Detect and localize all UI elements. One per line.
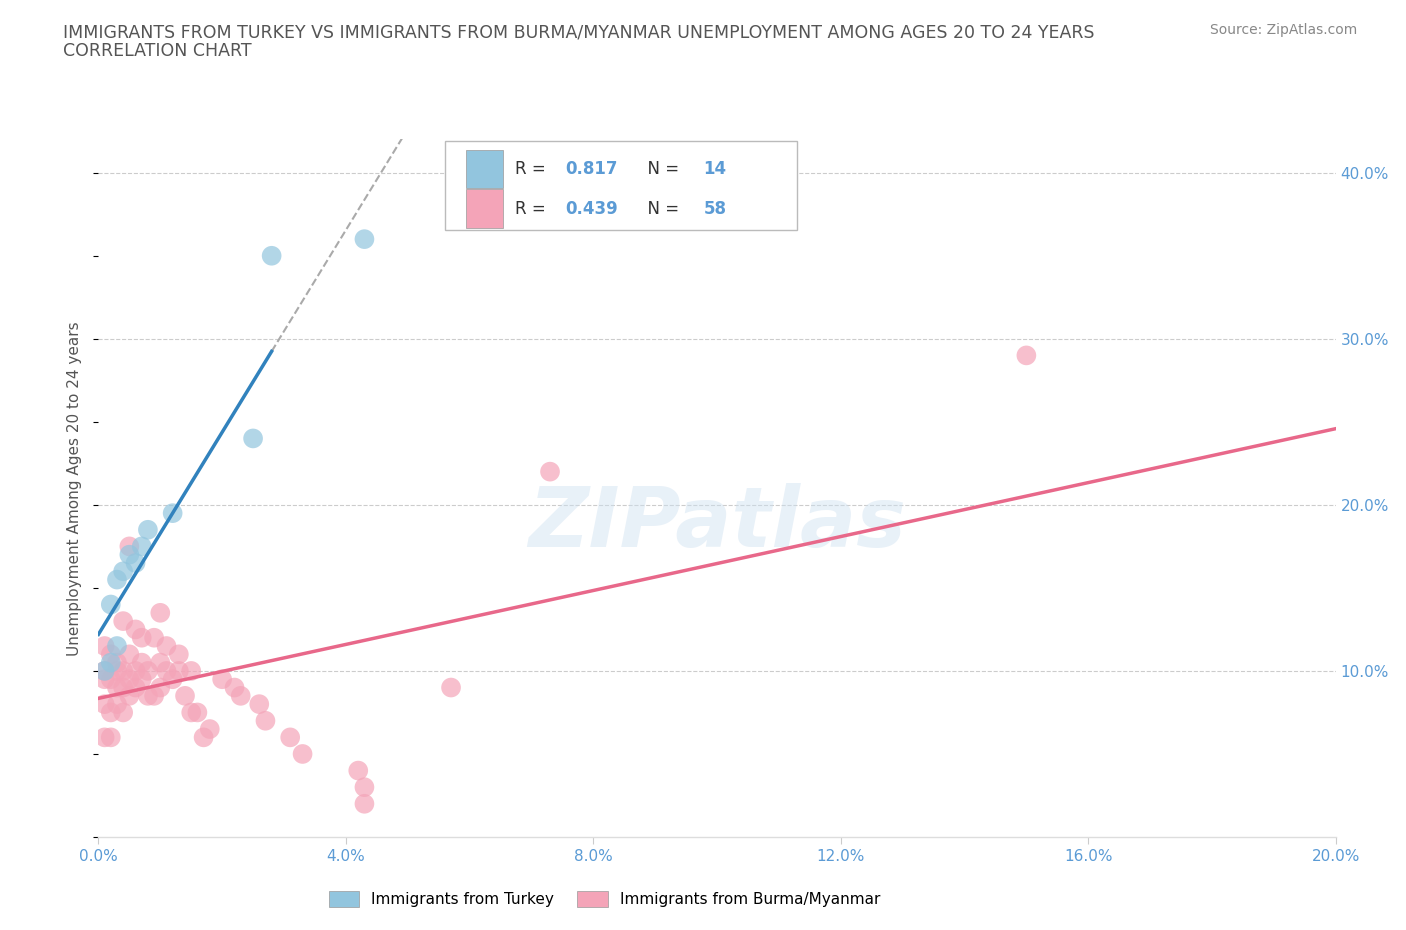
Point — [100, 656, 122, 671]
Point — [118, 547, 141, 562]
Point — [100, 671, 122, 686]
Text: 0.817: 0.817 — [565, 160, 617, 178]
Point — [353, 779, 375, 794]
Point — [131, 631, 153, 645]
Point — [162, 671, 184, 686]
Point — [149, 656, 172, 671]
Point — [105, 656, 128, 671]
Text: R =: R = — [516, 160, 551, 178]
Point — [105, 680, 128, 695]
Point — [105, 639, 128, 654]
Point — [136, 523, 159, 538]
Point — [118, 647, 141, 662]
Point — [247, 697, 270, 711]
Point — [353, 232, 375, 246]
Point — [100, 647, 122, 662]
Point — [167, 647, 190, 662]
Point — [105, 572, 128, 587]
Point — [347, 764, 370, 778]
Point — [112, 564, 135, 578]
Point — [155, 639, 177, 654]
Point — [1015, 348, 1038, 363]
Point — [224, 680, 246, 695]
Point — [93, 730, 115, 745]
Text: Source: ZipAtlas.com: Source: ZipAtlas.com — [1209, 23, 1357, 37]
Point — [260, 248, 283, 263]
Text: ZIPatlas: ZIPatlas — [529, 483, 905, 564]
Point — [131, 656, 153, 671]
Point — [112, 663, 135, 678]
Point — [105, 697, 128, 711]
Point — [149, 605, 172, 620]
Point — [291, 747, 314, 762]
Point — [131, 539, 153, 554]
Point — [538, 464, 561, 479]
Text: CORRELATION CHART: CORRELATION CHART — [63, 42, 252, 60]
Point — [105, 663, 128, 678]
Point — [136, 663, 159, 678]
Point — [211, 671, 233, 686]
Point — [118, 671, 141, 686]
Text: N =: N = — [637, 160, 683, 178]
Point — [353, 796, 375, 811]
Y-axis label: Unemployment Among Ages 20 to 24 years: Unemployment Among Ages 20 to 24 years — [67, 321, 83, 656]
Point — [180, 663, 202, 678]
Point — [193, 730, 215, 745]
Text: R =: R = — [516, 200, 551, 218]
Point — [180, 705, 202, 720]
Point — [100, 705, 122, 720]
Text: N =: N = — [637, 200, 683, 218]
Legend: Immigrants from Turkey, Immigrants from Burma/Myanmar: Immigrants from Turkey, Immigrants from … — [322, 884, 887, 913]
Text: 14: 14 — [703, 160, 727, 178]
Point — [167, 663, 190, 678]
Point — [198, 722, 221, 737]
FancyBboxPatch shape — [444, 141, 797, 231]
FancyBboxPatch shape — [465, 150, 503, 188]
Point — [143, 688, 166, 703]
Point — [93, 663, 115, 678]
Point — [93, 671, 115, 686]
Point — [174, 688, 197, 703]
Point — [93, 663, 115, 678]
Point — [112, 614, 135, 629]
Point — [112, 705, 135, 720]
Point — [118, 688, 141, 703]
Point — [93, 697, 115, 711]
Point — [124, 663, 146, 678]
FancyBboxPatch shape — [465, 190, 503, 228]
Point — [100, 730, 122, 745]
Point — [186, 705, 208, 720]
Point — [136, 688, 159, 703]
Point — [149, 680, 172, 695]
Point — [124, 680, 146, 695]
Text: IMMIGRANTS FROM TURKEY VS IMMIGRANTS FROM BURMA/MYANMAR UNEMPLOYMENT AMONG AGES : IMMIGRANTS FROM TURKEY VS IMMIGRANTS FRO… — [63, 23, 1095, 41]
Text: 58: 58 — [703, 200, 727, 218]
Text: 0.439: 0.439 — [565, 200, 617, 218]
Point — [440, 680, 463, 695]
Point — [93, 639, 115, 654]
Point — [112, 680, 135, 695]
Point — [229, 688, 252, 703]
Point — [254, 713, 277, 728]
Point — [124, 622, 146, 637]
Point — [124, 555, 146, 570]
Point — [143, 631, 166, 645]
Point — [162, 506, 184, 521]
Point — [155, 663, 177, 678]
Point — [242, 431, 264, 445]
Point — [278, 730, 301, 745]
Point — [100, 597, 122, 612]
Point — [131, 671, 153, 686]
Point — [118, 539, 141, 554]
